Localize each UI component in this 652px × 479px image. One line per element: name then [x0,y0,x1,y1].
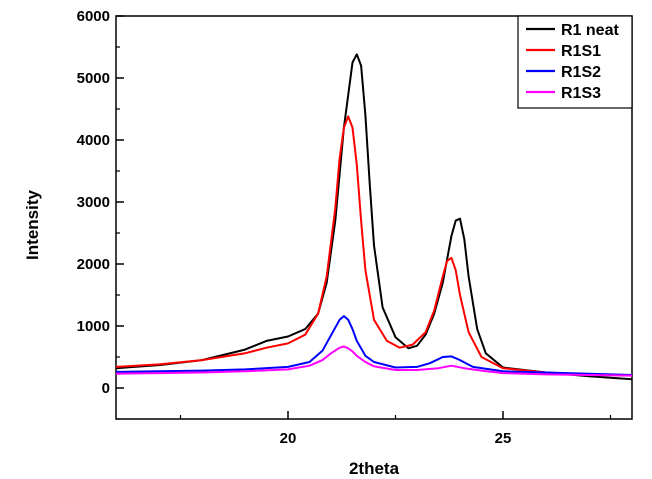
x-tick-label: 20 [280,430,297,447]
y-tick-label: 1000 [77,318,110,335]
series-line-r1-neat [115,53,633,381]
axis-layer: 0 1000 2000 3000 4000 5000 6000 20 25 [77,8,612,447]
y-axis-title: Intensity [23,190,42,260]
series-line-r1s3 [115,345,633,377]
series-line-r1s1 [115,115,633,377]
legend-label: R1S3 [561,85,601,102]
y-tick-label: 5000 [77,70,110,87]
y-tick-label: 2000 [77,256,110,273]
y-tick-label: 3000 [77,194,110,211]
plot-frame [115,15,633,420]
x-axis-title: 2theta [349,459,400,478]
y-tick-label: 6000 [77,8,110,25]
legend-label: R1 neat [561,22,619,39]
y-tick-label: 0 [102,380,110,397]
legend-label: R1S1 [561,43,601,60]
legend-label: R1S2 [561,64,601,81]
legend: R1 neat R1S1 R1S2 R1S3 [517,15,633,109]
series-line-r1s2 [115,315,633,376]
y-tick-label: 4000 [77,132,110,149]
x-tick-label: 25 [495,430,512,447]
series-layer [115,53,633,381]
